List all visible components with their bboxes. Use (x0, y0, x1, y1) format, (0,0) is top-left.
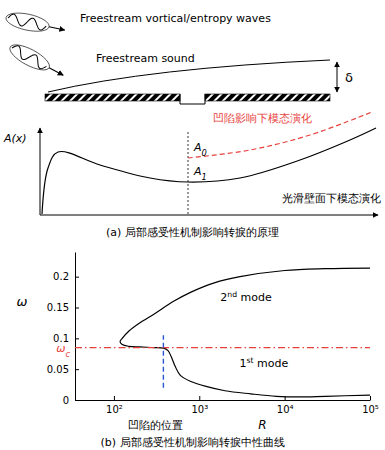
y-tick: 0.15 (47, 302, 79, 313)
y-tick: 0 (63, 395, 79, 406)
wave-arrow (49, 68, 63, 76)
cavity-marker (188, 132, 189, 215)
y-axis: 00.050.10.150.2 (47, 253, 79, 406)
y-tick-label: 0.05 (47, 364, 69, 375)
x-axis-title: R (258, 418, 266, 432)
mode-curve (188, 112, 372, 158)
figure: Freestream vortical/entropy waves Freestr… (0, 0, 385, 450)
caption: (b) 局部感受性机制影响转捩中性曲线 (100, 436, 284, 449)
x-tick-label: 10³ (191, 404, 208, 415)
y-tick-label: 0.15 (47, 302, 69, 313)
y-axis-line (75, 253, 76, 401)
cavity-position-line (163, 335, 164, 387)
y-tick-mark (75, 277, 79, 278)
wave-arrow (49, 27, 65, 30)
critical-frequency-line (75, 347, 370, 348)
y-tick-mark (75, 400, 79, 401)
chart: 10²10³10⁴10⁵00.050.10.150.2ωc凹陷的位置2nd mo… (17, 253, 379, 450)
schematic: Freestream vortical/entropy waves Freestr… (3, 10, 381, 239)
thickness-label: δ (345, 70, 353, 85)
amplitude-label: A0 (193, 141, 207, 158)
y-axis-title: ω (17, 294, 28, 309)
x-tick-label: 10⁴ (277, 404, 294, 415)
wave-envelope (6, 40, 52, 75)
axis-x (40, 215, 378, 216)
plot-area (75, 268, 370, 397)
axis-y (40, 128, 41, 215)
neutral-curve (120, 268, 370, 397)
x-tick-mark (199, 396, 200, 400)
x-tick: 10² (106, 396, 123, 415)
caption: (a) 局部感受性机制影响转捩的原理 (106, 226, 279, 239)
boundary-layer-edge (48, 60, 330, 92)
x-axis-line (76, 400, 371, 401)
x-axis: 10² 10³ 10⁴ 10⁵ (76, 396, 379, 415)
wave-label: Freestream sound (96, 52, 195, 65)
x-tick-mark (370, 396, 371, 400)
plate (205, 94, 330, 101)
mode-label: 1st mode (239, 356, 288, 371)
cavity (180, 94, 205, 104)
y-tick-mark (75, 369, 79, 370)
wave-envelope (4, 10, 50, 35)
critical-frequency-label: ωc (56, 342, 70, 359)
y-tick-mark (75, 308, 79, 309)
amplitude-label: A1 (193, 165, 207, 182)
wave-icon (6, 40, 66, 82)
axis-label: A(x) (3, 132, 27, 145)
x-tick: 10⁴ (277, 396, 294, 415)
x-tick: 10⁵ (362, 396, 379, 415)
x-tick-label: 10² (106, 404, 123, 415)
y-tick-label: 0.2 (53, 271, 69, 282)
y-tick-mark (75, 338, 79, 339)
cavity-position-label: 凹陷的位置 (128, 419, 183, 431)
curve-label: 凹陷影响下模态演化 (213, 112, 312, 124)
curve-label: 光滑壁面下模态演化 (282, 192, 381, 204)
thickness-arrow (337, 62, 338, 92)
wave-line (7, 13, 47, 31)
wave-icon (4, 10, 66, 38)
y-tick: 0.05 (47, 364, 79, 375)
x-tick: 10³ (191, 396, 208, 415)
plate (45, 94, 180, 101)
wave-label: Freestream vortical/entropy waves (80, 12, 271, 25)
y-tick-label: 0 (63, 395, 69, 406)
mode-label: 2nd mode (220, 289, 272, 304)
y-tick: 0.2 (53, 271, 79, 282)
x-tick-mark (114, 396, 115, 400)
x-tick-label: 10⁵ (362, 404, 379, 415)
